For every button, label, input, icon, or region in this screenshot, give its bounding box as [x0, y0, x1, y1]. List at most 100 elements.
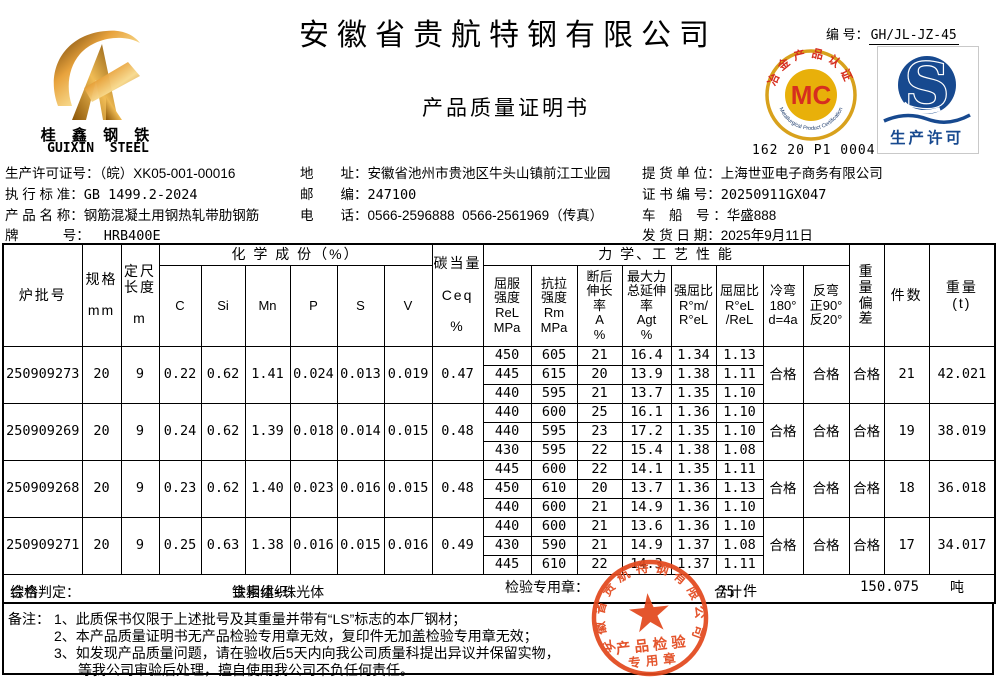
col-header-weight-dev: 重 量 偏 差 — [848, 243, 885, 347]
table-row: 250909269 20 9 0.24 0.62 1.39 0.018 0.01… — [2, 403, 996, 461]
table-subrow: 440 600 21 14.9 1.36 1.10 — [3, 498, 995, 518]
cell-rebend: 合格 — [802, 403, 850, 461]
cell-mn: 1.40 — [244, 460, 291, 518]
cell-batch: 250909271 — [2, 517, 83, 575]
group-header-mechanical: 力 学、工 艺 性 能 — [482, 243, 850, 266]
qs-license-badge: S 生产许可 — [877, 46, 979, 154]
serial-label: 编 号： — [826, 27, 869, 42]
cell-si: 0.63 — [200, 517, 246, 575]
cell-ratio-rel: 1.11 — [715, 555, 764, 575]
cell-bend: 合格 — [762, 460, 804, 518]
cell-rel: 445 — [482, 555, 532, 575]
cell-c: 0.25 — [158, 517, 202, 575]
cell-ratio-rel: 1.10 — [715, 384, 764, 404]
logo-name-cn: 桂 鑫 钢 铁 — [40, 127, 156, 144]
col-header-rel: 屈服 强度 ReL MPa — [482, 265, 532, 347]
cell-rel: 440 — [482, 422, 532, 442]
total-pieces: 合计： 75 件 — [714, 584, 758, 600]
cell-a: 21 — [576, 384, 623, 404]
cell-rebend: 合格 — [802, 346, 850, 404]
qs-badge-graphic: S 生产许可 — [883, 48, 971, 147]
cell-ratio-rm: 1.38 — [670, 441, 717, 461]
cell-ratio-rel: 1.10 — [715, 403, 764, 423]
note-line-2: 2、本产品质量证明书无产品检验专用章无效，复印件无加盖检验专用章无效； — [54, 628, 538, 644]
inspection-table-area: 炉批号 规格 mm 定尺 长度 m 化 学 成 份（%） 碳当量 Ceq % 力… — [1, 243, 996, 694]
inspection-seal-label: 检验专用章： — [505, 579, 589, 595]
cell-agt: 14.9 — [621, 536, 672, 556]
cell-rel: 440 — [482, 517, 532, 537]
summary-row: 综合判定： 合格 金相组织： 铁素体+珠光体 检验专用章： 合计： 75 件 150… — [1, 574, 996, 604]
logo-name-en: GUIXIN STEEL — [47, 141, 149, 156]
cell-spec: 20 — [81, 346, 122, 404]
company-title: 安徽省贵航特钢有限公司 — [299, 18, 717, 53]
col-header-c: C — [158, 265, 202, 347]
cell-rm: 600 — [530, 403, 578, 423]
cell-batch: 250909273 — [2, 346, 83, 404]
cell-ratio-rm: 1.36 — [670, 517, 717, 537]
cell-s: 0.015 — [336, 517, 385, 575]
cell-ceq: 0.49 — [431, 517, 484, 575]
cell-weight: 38.019 — [928, 403, 996, 461]
cell-ratio-rel: 1.08 — [715, 536, 764, 556]
cell-a: 20 — [576, 479, 623, 499]
cell-length: 9 — [120, 517, 160, 575]
cell-rebend: 合格 — [802, 460, 850, 518]
col-header-rm: 抗拉 强度 Rm MPa — [530, 265, 578, 347]
cell-a: 23 — [576, 422, 623, 442]
cell-rel: 440 — [482, 384, 532, 404]
cell-pieces: 21 — [883, 346, 930, 404]
cell-a: 21 — [576, 346, 623, 366]
info-product-name: 产 品 名 称：钢筋混凝土用钢热轧带肋钢筋 — [5, 208, 260, 223]
cell-rel: 445 — [482, 460, 532, 480]
cell-s: 0.014 — [336, 403, 385, 461]
cell-v: 0.019 — [383, 346, 433, 404]
info-standard: 执 行 标 准：GB 1499.2-2024 — [5, 187, 198, 203]
cell-spec: 20 — [81, 460, 122, 518]
cell-p: 0.023 — [289, 460, 338, 518]
cell-agt: 16.1 — [621, 403, 672, 423]
mc-certificate-code: 162 20 P1 0004 L — [752, 143, 894, 158]
cell-rm: 600 — [530, 517, 578, 537]
serial-number: 编 号： GH/JL-JZ-45 — [826, 24, 959, 45]
cell-ceq: 0.48 — [431, 403, 484, 461]
cell-pieces: 17 — [883, 517, 930, 575]
col-header-ceq: 碳当量 Ceq % — [431, 243, 484, 347]
col-header-p: P — [289, 265, 338, 347]
cell-ratio-rel: 1.10 — [715, 498, 764, 518]
cell-weight-dev: 合格 — [848, 403, 885, 461]
col-header-pieces: 件数 — [883, 243, 930, 347]
cell-rm: 600 — [530, 498, 578, 518]
col-header-mn: Mn — [244, 265, 291, 347]
note-line-3: 3、如发现产品质量问题，请在验收后5天内向我公司质量科提出异议并保留实物， — [54, 645, 560, 661]
seal-line-2: 专用章 — [628, 650, 682, 670]
note-line-1: 1、此质保书仅限于上述批号及其重量并带有“LS”标志的本厂钢材； — [54, 611, 467, 627]
cell-a: 21 — [576, 536, 623, 556]
cell-agt: 13.9 — [621, 365, 672, 385]
seal-star-icon — [629, 593, 669, 633]
footer-row: 质检员：林伟 制表：郭春丽 制表日期：2025年09月11日 — [2, 675, 994, 694]
cell-spec: 20 — [81, 403, 122, 461]
cell-a: 20 — [576, 365, 623, 385]
info-phone: 电 话：0566-2596888 0566-2561969（传真） — [300, 208, 604, 223]
info-consignee: 提 货 单 位：上海世亚电子商务有限公司 — [642, 166, 883, 181]
mc-certification-badge: 冶金产品认证 Metallurgical Product Certificati… — [765, 48, 857, 141]
cell-ratio-rel: 1.13 — [715, 346, 764, 366]
cell-rm: 615 — [530, 365, 578, 385]
cell-agt: 16.4 — [621, 346, 672, 366]
table-subrow: 440 595 21 13.7 1.35 1.10 — [3, 384, 995, 404]
cell-rel: 450 — [482, 479, 532, 499]
cell-rel: 445 — [482, 365, 532, 385]
cell-rel: 430 — [482, 441, 532, 461]
cell-spec: 20 — [81, 517, 122, 575]
info-postcode: 邮 编：247100 — [300, 187, 417, 203]
cell-ratio-rm: 1.36 — [670, 479, 717, 499]
cell-rm: 605 — [530, 346, 578, 366]
cell-rm: 610 — [530, 479, 578, 499]
cell-rm: 610 — [530, 555, 578, 575]
cell-ratio-rel: 1.10 — [715, 517, 764, 537]
cell-rebend: 合格 — [802, 517, 850, 575]
cell-rel: 440 — [482, 498, 532, 518]
cell-bend: 合格 — [762, 403, 804, 461]
cell-a: 22 — [576, 441, 623, 461]
